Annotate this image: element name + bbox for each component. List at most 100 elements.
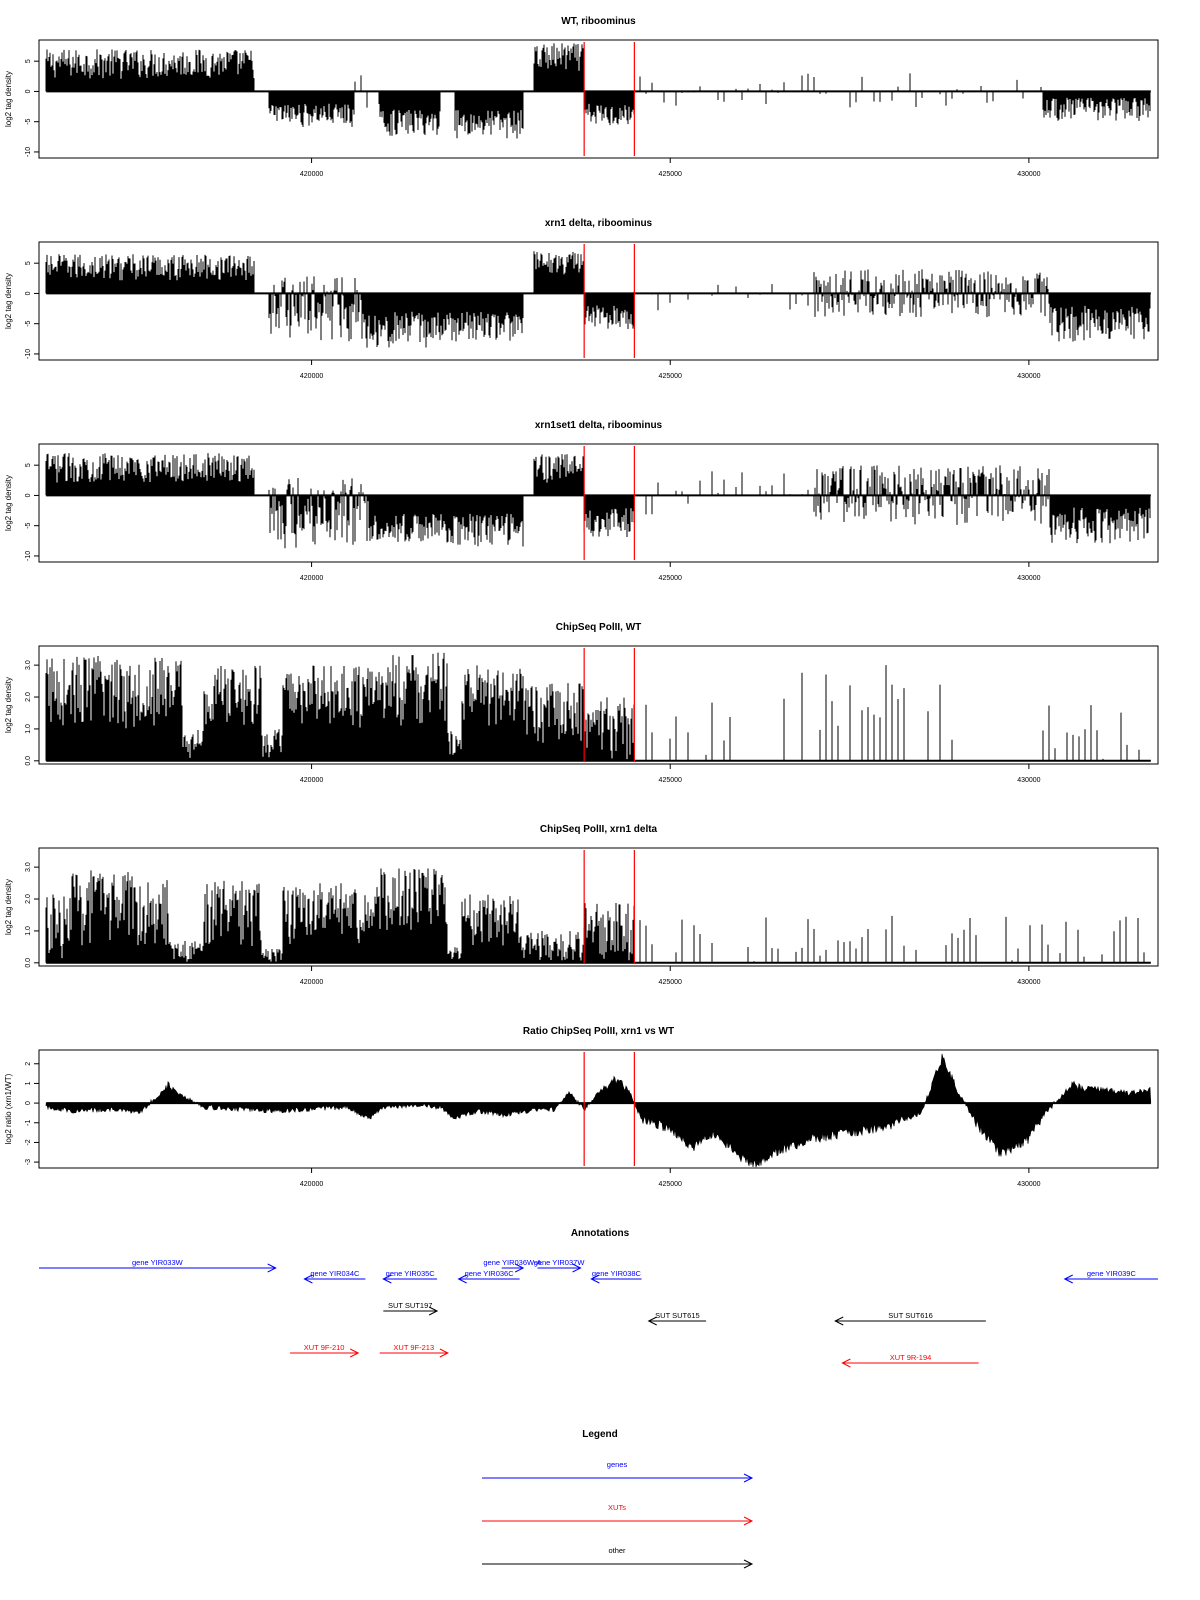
x-tick-label: 430000 <box>1017 575 1040 582</box>
annotation-label: XUT 9F-213 <box>393 1343 434 1352</box>
arrow-head <box>590 1274 600 1284</box>
legend-title: Legend <box>582 1429 618 1440</box>
x-tick-label: 425000 <box>659 1181 682 1188</box>
annotation-arrow: gene YIR037W <box>534 1258 586 1273</box>
panel-title: xrn1 delta, riboominus <box>545 218 653 229</box>
annotation-label: XUT 9F-210 <box>304 1343 345 1352</box>
annotation-label: gene YIR037W <box>534 1258 586 1267</box>
y-tick-label: 2 <box>25 1062 32 1066</box>
annotation-arrow: SUT SUT615 <box>647 1311 707 1326</box>
annotation-label: gene YIR039C <box>1087 1269 1137 1278</box>
y-axis-label: log2 tag density <box>4 677 13 733</box>
y-axis-label: log2 tag density <box>4 71 13 127</box>
legend-label: other <box>608 1546 626 1555</box>
arrow-head <box>743 1516 754 1526</box>
x-tick-label: 425000 <box>659 979 682 986</box>
y-axis-label: log2 tag density <box>4 475 13 531</box>
x-tick-label: 430000 <box>1017 1181 1040 1188</box>
y-tick-label: 0 <box>25 89 32 93</box>
plot-frame <box>38 443 1159 563</box>
y-tick-label: -10 <box>25 147 32 157</box>
annotation-label: gene YIR038C <box>592 1269 642 1278</box>
annotation-items: gene YIR033W gene YIR034C gene YIR035C gene… <box>39 1258 1158 1368</box>
legend-arrow: XUTs <box>482 1503 754 1526</box>
x-tick-label: 420000 <box>300 777 323 784</box>
y-tick-label: -10 <box>25 551 32 561</box>
y-tick-label: -1 <box>25 1120 32 1126</box>
arrow-head <box>457 1274 467 1284</box>
arrow-head <box>841 1358 851 1368</box>
x-tick-label: 425000 <box>659 777 682 784</box>
annotation-arrow: SUT SUT197 <box>383 1301 439 1316</box>
annotation-arrow: XUT 9F-210 <box>290 1343 360 1358</box>
track-panel: WT, riboominus log2 tag density -10 -5 0 5 420… <box>4 16 1159 178</box>
legend-arrow: other <box>482 1546 754 1569</box>
arrow-head <box>647 1316 657 1326</box>
x-tick-label: 430000 <box>1017 777 1040 784</box>
annotation-label: gene YIR033W <box>132 1258 184 1267</box>
x-tick-label: 420000 <box>300 1181 323 1188</box>
x-tick-label: 420000 <box>300 373 323 380</box>
track-panel: xrn1 delta, riboominus log2 tag density -1… <box>4 218 1159 380</box>
annotations-title: Annotations <box>571 1228 630 1239</box>
arrow-head <box>439 1348 449 1358</box>
annotation-arrow: gene YIR038C <box>590 1269 642 1284</box>
arrow-head <box>834 1316 844 1326</box>
y-tick-label: -5 <box>25 118 32 124</box>
annotation-arrow: gene YIR033W <box>39 1258 277 1273</box>
annotation-label: SUT SUT197 <box>388 1301 432 1310</box>
arrow-head <box>303 1274 313 1284</box>
y-tick-label: 3.0 <box>25 660 32 670</box>
annotation-label: gene YIR036W-A <box>483 1258 541 1267</box>
panel-title: Ratio ChipSeq PolII, xrn1 vs WT <box>523 1026 674 1037</box>
x-tick-label: 425000 <box>659 171 682 178</box>
arrow-head <box>267 1263 277 1273</box>
track-panel: ChipSeq PolII, xrn1 delta log2 tag densit… <box>4 824 1159 986</box>
data-bars <box>45 453 1151 549</box>
x-tick-label: 420000 <box>300 575 323 582</box>
y-tick-label: -2 <box>25 1139 32 1145</box>
y-tick-label: 2.0 <box>25 894 32 904</box>
arrow-head <box>349 1348 360 1358</box>
arrow-head <box>514 1263 525 1273</box>
annotation-label: gene YIR035C <box>386 1269 436 1278</box>
arrow-head <box>428 1306 439 1316</box>
arrow-head <box>743 1559 754 1569</box>
annotation-label: gene YIR034C <box>310 1269 360 1278</box>
y-tick-label: -5 <box>25 522 32 528</box>
x-tick-label: 425000 <box>659 575 682 582</box>
y-tick-label: 0.0 <box>25 958 32 968</box>
plot-frame <box>38 645 1159 765</box>
y-tick-label: 1.0 <box>25 724 32 734</box>
y-tick-label: 5 <box>25 261 32 265</box>
y-tick-label: -10 <box>25 349 32 359</box>
track-panel: xrn1set1 delta, riboominus log2 tag densi… <box>4 420 1159 582</box>
x-tick-label: 420000 <box>300 979 323 986</box>
track-panel: ChipSeq PolII, WT log2 tag density 0.0 1.0 2… <box>4 622 1159 784</box>
annotation-arrow: SUT SUT616 <box>834 1311 986 1326</box>
x-tick-label: 430000 <box>1017 171 1040 178</box>
track-panel: Ratio ChipSeq PolII, xrn1 vs WT log2 rati… <box>4 1026 1159 1188</box>
y-tick-label: 0 <box>25 291 32 295</box>
y-tick-label: 0 <box>25 493 32 497</box>
y-axis-label: log2 tag density <box>4 879 13 935</box>
arrow-head <box>572 1263 582 1273</box>
y-tick-label: 0.0 <box>25 756 32 766</box>
data-bars <box>45 868 1145 963</box>
arrow-head <box>1063 1274 1073 1284</box>
annotation-arrow: gene YIR035C <box>382 1269 438 1284</box>
annotation-arrow: gene YIR036W-A <box>483 1258 541 1273</box>
legend-label: genes <box>607 1460 628 1469</box>
y-tick-label: 2.0 <box>25 692 32 702</box>
annotation-arrow: XUT 9F-213 <box>379 1343 449 1358</box>
panel-title: ChipSeq PolII, xrn1 delta <box>540 824 658 835</box>
data-bars <box>45 652 1140 761</box>
y-tick-label: 0 <box>25 1101 32 1105</box>
annotation-arrow: XUT 9R-194 <box>841 1353 979 1368</box>
data-bars <box>45 1053 1152 1168</box>
y-tick-label: 5 <box>25 59 32 63</box>
annotation-label: SUT SUT616 <box>888 1311 932 1320</box>
y-tick-label: 5 <box>25 463 32 467</box>
